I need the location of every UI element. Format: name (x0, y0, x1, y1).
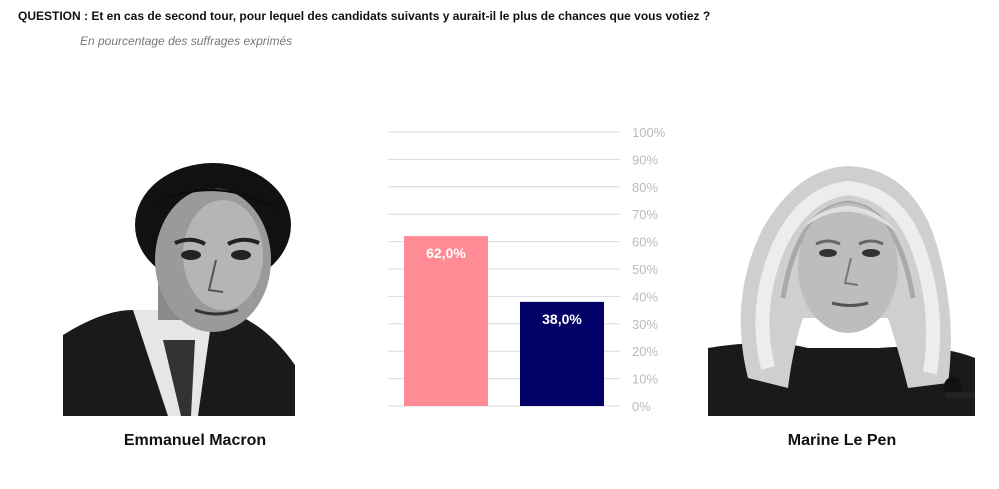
bar-value-label: 38,0% (542, 311, 582, 327)
y-tick-label: 40% (632, 289, 658, 304)
chart-subtitle: En pourcentage des suffrages exprimés (80, 34, 293, 48)
y-tick-label: 30% (632, 317, 658, 332)
y-tick-label: 90% (632, 152, 658, 167)
y-tick-label: 70% (632, 207, 658, 222)
bar-value-label: 62,0% (426, 245, 466, 261)
bars (404, 236, 604, 406)
portrait-photo-icon (63, 160, 295, 416)
candidate-name-left: Emmanuel Macron (123, 432, 267, 449)
y-tick-label: 80% (632, 180, 658, 195)
bar-chart: 62,0% 38,0% 0% 10% 20% 30% 40% 50% 60% 70% 80% 90%… (388, 125, 666, 414)
y-tick-label: 20% (632, 344, 658, 359)
y-tick-label: 10% (632, 372, 658, 387)
question-text: QUESTION : Et en cas de second tour, pou… (18, 9, 711, 23)
y-tick-label: 0% (632, 399, 651, 414)
y-axis-ticks: 0% 10% 20% 30% 40% 50% 60% 70% 80% 90% 100% (632, 125, 666, 414)
bar-labels: 62,0% 38,0% (426, 245, 582, 327)
portrait-photo-icon (708, 148, 975, 416)
y-tick-label: 100% (632, 125, 666, 140)
candidate-name-right: Marine Le Pen (787, 432, 897, 449)
y-tick-label: 60% (632, 235, 658, 250)
y-tick-label: 50% (632, 262, 658, 277)
bar-macron (404, 236, 488, 406)
bar-le-pen (520, 301, 604, 406)
